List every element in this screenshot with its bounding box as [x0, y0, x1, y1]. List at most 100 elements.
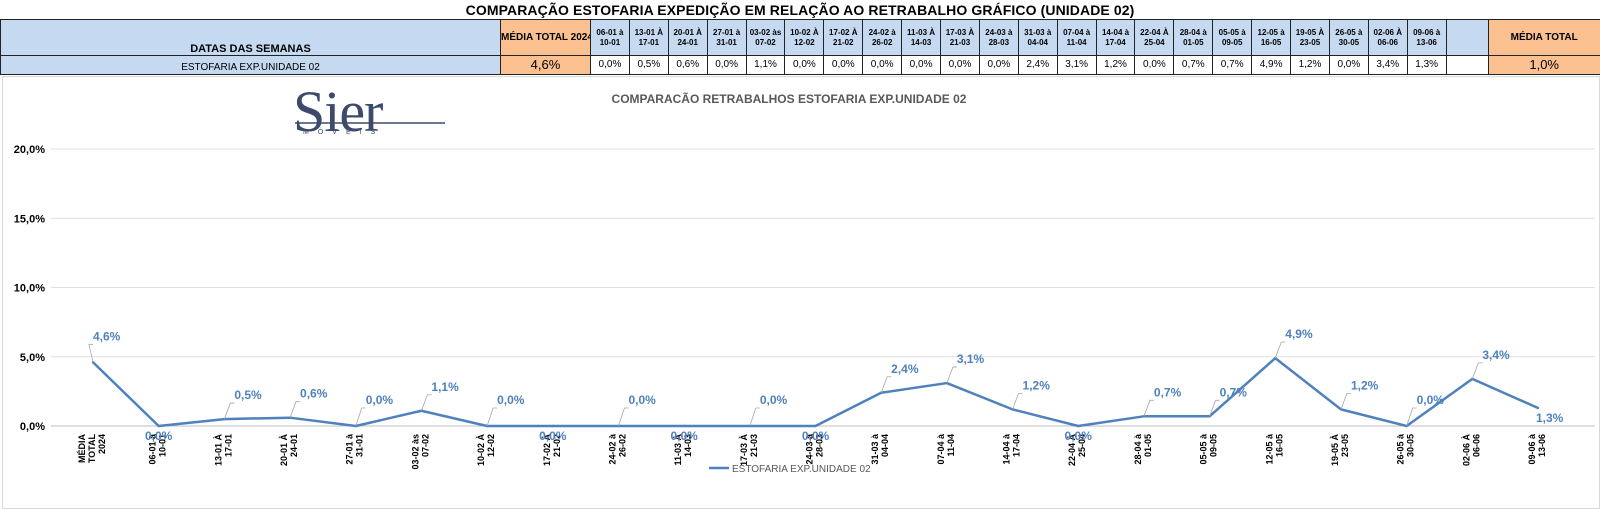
data-label: 4,9%	[1285, 327, 1313, 341]
week-value-cell: 4,9%	[1251, 55, 1292, 75]
week-header-text: 03-02 às 07-02	[749, 27, 782, 47]
week-value-cell: 1,2%	[1290, 55, 1330, 75]
y-tick-label: 0,0%	[20, 421, 45, 433]
x-axis: MÉDIATOTAL2024 06-01 à10-01 13-01 À17-01 20…	[77, 433, 1547, 470]
week-header-cell: 10-02 À 12-02	[784, 19, 825, 56]
x-tick-label: 02-06 À06-06	[1461, 434, 1481, 467]
data-label: 0,5%	[234, 388, 262, 402]
week-header-cell: 14-04 à 17-04	[1095, 19, 1136, 56]
week-value-cell: 2,4%	[1017, 55, 1058, 75]
data-point	[1077, 424, 1080, 428]
week-value-cell: 1,3%	[1406, 55, 1447, 75]
week-value-cell: 0,5%	[628, 55, 669, 75]
label-leader	[289, 401, 301, 418]
data-labels: 4,6% 0,0% 0,5% 0,6% 0,0% 1,1% 0,0% 0,0% 0,0% 0,0%…	[88, 327, 1564, 443]
logo-text: Sier	[293, 79, 383, 144]
gridlines	[51, 148, 1595, 427]
week-header-cell: 24-02 à 26-02	[862, 19, 903, 56]
x-tick-label: MÉDIATOTAL2024	[77, 434, 107, 464]
row-label: ESTOFARIA EXP.UNIDADE 02	[0, 55, 501, 75]
y-tick-label: 5,0%	[20, 352, 45, 364]
data-label: 0,0%	[497, 393, 525, 407]
week-header-cell: 24-03 à 28-03	[978, 19, 1019, 56]
sier-logo: Sier MÓVEIS	[293, 79, 445, 144]
week-header-cell: 09-06 à 13-06	[1406, 19, 1447, 56]
week-header-text: 24-02 à 26-02	[868, 27, 896, 47]
week-header-text: 31-03 à 04-04	[1024, 27, 1052, 47]
week-value-cell: 0,0%	[784, 55, 825, 75]
label-leader	[1471, 362, 1483, 380]
x-tick-label: 31-03 à04-04	[870, 433, 890, 465]
week-header-text: 19-05 À 23-05	[1295, 27, 1325, 47]
data-label: 0,0%	[760, 393, 788, 407]
y-tick-label: 15,0%	[14, 213, 45, 225]
table-header-label: DATAS DAS SEMANAS	[0, 19, 501, 56]
week-header-cell: 11-03 À 14-03	[901, 19, 942, 56]
blank-header-cell	[1445, 19, 1489, 56]
data-label: 0,0%	[539, 429, 567, 443]
data-label: 3,4%	[1482, 348, 1510, 362]
data-label: 1,2%	[1351, 378, 1379, 392]
x-tick-label: 05-05 à09-05	[1199, 433, 1219, 465]
week-header-row: DATAS DAS SEMANAS MÉDIA TOTAL 2024 06-01 à…	[0, 19, 1600, 56]
label-leader	[1340, 392, 1351, 410]
x-tick-label: 10-02 À12-02	[476, 434, 496, 467]
y-tick-label: 20,0%	[14, 144, 45, 156]
week-header-cell: 13-01 À 17-01	[628, 19, 669, 56]
x-tick-label: 11-03 À14-03	[673, 434, 693, 466]
data-point	[1536, 406, 1540, 410]
data-label: 0,0%	[670, 429, 698, 443]
x-tick-label: 06-01 à10-01	[148, 433, 168, 465]
blank-value-cell	[1445, 55, 1489, 75]
week-header-text: 13-01 À 17-01	[634, 27, 664, 47]
data-label: 0,0%	[1417, 393, 1445, 407]
label-leader	[421, 394, 432, 411]
label-leader	[618, 407, 629, 427]
week-value-cell: 0,6%	[667, 55, 708, 75]
y-axis: 0,0% 5,0% 10,0% 15,0% 20,0%	[14, 144, 45, 433]
data-label: 0,6%	[300, 387, 328, 401]
x-tick-label: 03-02 às07-02	[410, 434, 430, 470]
label-leader	[1012, 392, 1023, 410]
week-header-text: 26-05 à 30-05	[1335, 27, 1363, 47]
week-header-text: 14-04 à 17-04	[1101, 27, 1130, 47]
week-header-text: 20-01 À 24-01	[673, 27, 702, 47]
data-point	[814, 424, 817, 428]
week-header-text: 02-06 À 06-06	[1373, 27, 1402, 47]
x-tick-label: 19-05 À23-05	[1330, 434, 1350, 467]
data-label: 4,6%	[93, 329, 121, 343]
x-tick-label: 14-04 à17-04	[1002, 433, 1022, 465]
data-point	[682, 424, 686, 428]
week-header-text: 05-05 à 09-05	[1218, 27, 1246, 47]
week-header-text: 11-03 À 14-03	[907, 27, 936, 47]
x-tick-label: 27-01 à31-01	[345, 433, 365, 465]
week-header-cell: 22-04 À 25-04	[1134, 19, 1175, 56]
week-value-cell: 3,1%	[1056, 55, 1097, 75]
week-header-cell: 31-03 à 04-04	[1017, 19, 1058, 56]
label-leader	[1143, 399, 1154, 417]
x-tick-label: 17-02 À21-02	[542, 434, 562, 467]
data-label: 1,2%	[1023, 378, 1051, 392]
week-value-cell: 0,0%	[706, 55, 747, 75]
week-header-text: 27-01 à 31-01	[713, 27, 741, 47]
logo-subtext: MÓVEIS	[303, 127, 384, 136]
week-value-cell: 0,7%	[1173, 55, 1214, 75]
data-label: 0,7%	[1220, 385, 1248, 399]
label-leader	[946, 366, 957, 384]
label-leader	[749, 407, 760, 427]
week-header-cell: 27-01 à 31-01	[706, 19, 747, 56]
week-header-text: 09-06 à 13-06	[1413, 27, 1441, 47]
week-value-cell: 0,0%	[1328, 55, 1369, 75]
data-label: 0,0%	[366, 393, 394, 407]
label-leader	[1209, 399, 1220, 417]
label-leader	[880, 376, 892, 393]
data-label: 1,3%	[1536, 411, 1564, 425]
data-label: 3,1%	[957, 352, 985, 366]
week-value-cell: 3,4%	[1367, 55, 1408, 75]
week-header-text: 10-02 À 12-02	[790, 27, 819, 47]
data-point	[157, 424, 160, 428]
week-header-cell: 26-05 à 30-05	[1328, 19, 1369, 56]
week-header-text: 07-04 à 11-04	[1063, 27, 1091, 47]
week-header-cell: 02-06 À 06-06	[1367, 19, 1408, 56]
chart-area[interactable]: Sier MÓVEIS COMPARACÃO RETRABALHOS ESTOF…	[2, 76, 1600, 509]
